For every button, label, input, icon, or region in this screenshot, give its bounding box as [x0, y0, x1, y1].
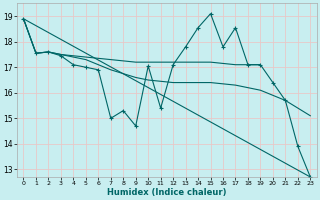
X-axis label: Humidex (Indice chaleur): Humidex (Indice chaleur)	[107, 188, 227, 197]
